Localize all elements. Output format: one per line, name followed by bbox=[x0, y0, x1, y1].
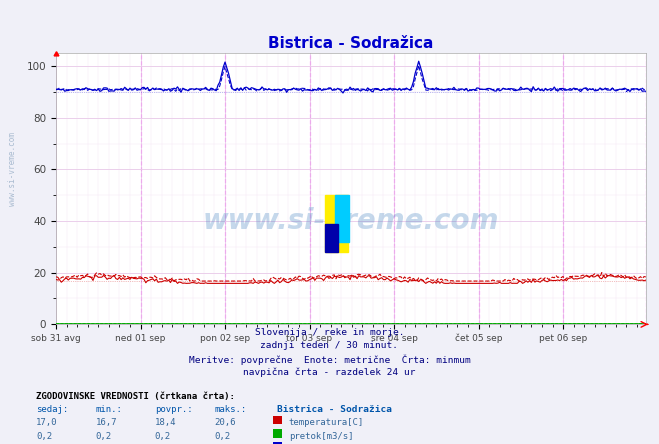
Text: sedaj:: sedaj: bbox=[36, 405, 69, 414]
Bar bbox=[325, 195, 348, 252]
Text: 16,7: 16,7 bbox=[96, 418, 117, 427]
Text: navpična črta - razdelek 24 ur: navpična črta - razdelek 24 ur bbox=[243, 368, 416, 377]
Text: 0,2: 0,2 bbox=[96, 432, 111, 440]
Text: 18,4: 18,4 bbox=[155, 418, 177, 427]
Text: temperatura[C]: temperatura[C] bbox=[289, 418, 364, 427]
Title: Bistrica - Sodražica: Bistrica - Sodražica bbox=[268, 36, 434, 51]
Text: povpr.:: povpr.: bbox=[155, 405, 192, 414]
Text: 20,6: 20,6 bbox=[214, 418, 236, 427]
Text: Bistrica - Sodražica: Bistrica - Sodražica bbox=[277, 405, 392, 414]
Text: ZGODOVINSKE VREDNOSTI (črtkana črta):: ZGODOVINSKE VREDNOSTI (črtkana črta): bbox=[36, 392, 235, 400]
Text: 17,0: 17,0 bbox=[36, 418, 58, 427]
Bar bbox=[325, 223, 337, 252]
Bar bbox=[335, 195, 349, 242]
Text: Meritve: povprečne  Enote: metrične  Črta: minmum: Meritve: povprečne Enote: metrične Črta:… bbox=[188, 354, 471, 365]
Text: www.si-vreme.com: www.si-vreme.com bbox=[8, 132, 17, 206]
Text: zadnji teden / 30 minut.: zadnji teden / 30 minut. bbox=[260, 341, 399, 350]
Text: Slovenija / reke in morje.: Slovenija / reke in morje. bbox=[255, 328, 404, 337]
Text: maks.:: maks.: bbox=[214, 405, 246, 414]
Text: min.:: min.: bbox=[96, 405, 123, 414]
Text: www.si-vreme.com: www.si-vreme.com bbox=[203, 207, 499, 235]
Text: pretok[m3/s]: pretok[m3/s] bbox=[289, 432, 353, 440]
Text: 0,2: 0,2 bbox=[155, 432, 171, 440]
Text: 0,2: 0,2 bbox=[214, 432, 230, 440]
Text: 0,2: 0,2 bbox=[36, 432, 52, 440]
